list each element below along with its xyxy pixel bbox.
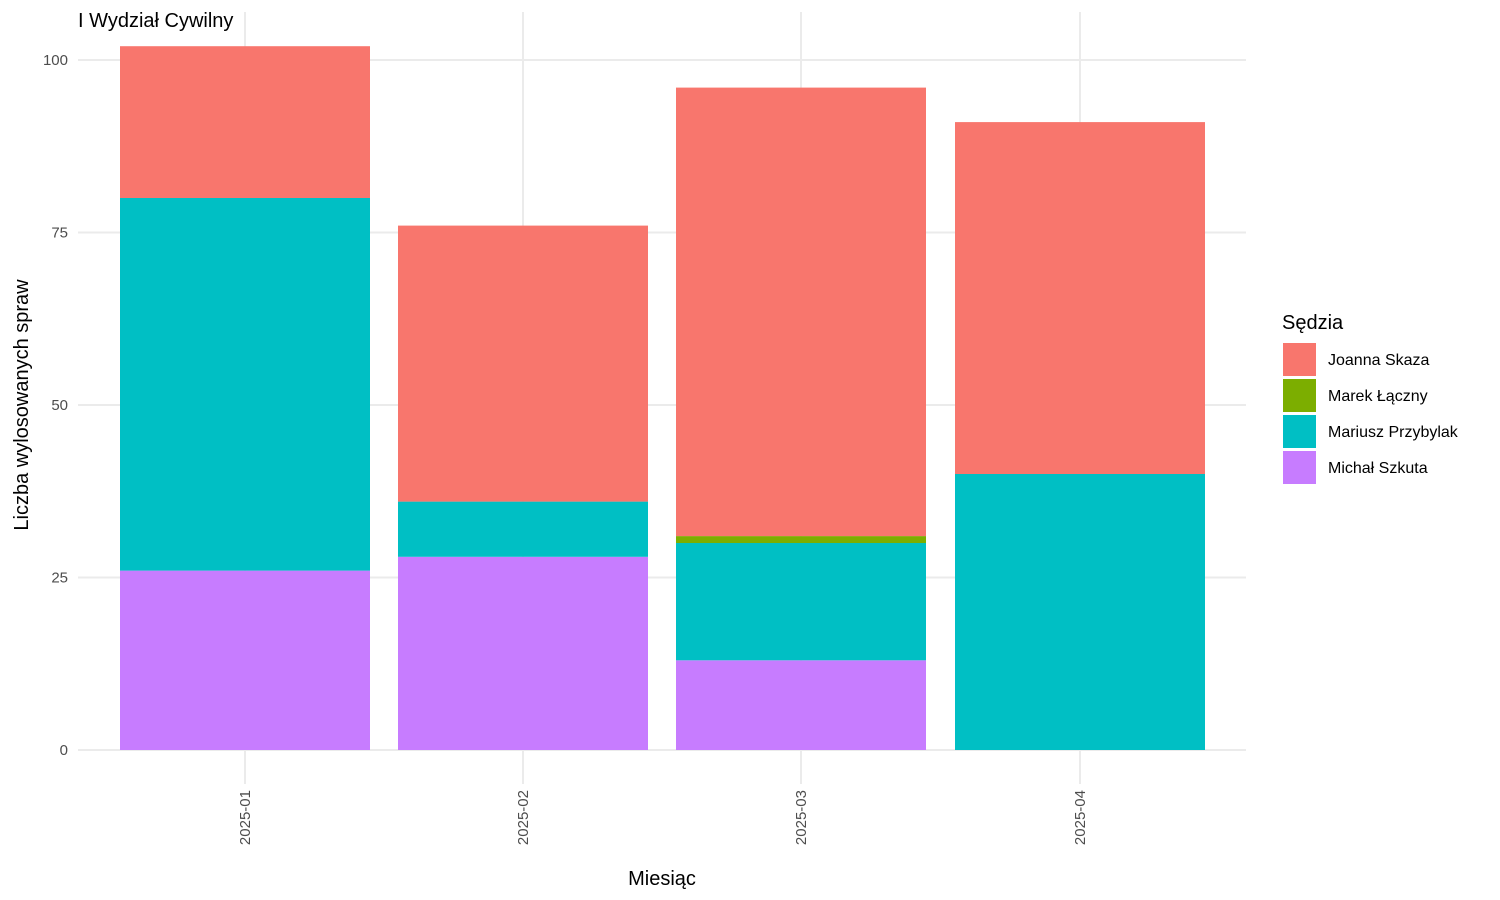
- x-axis-title: Miesiąc: [628, 868, 696, 890]
- y-tick-label-0: 0: [60, 742, 68, 759]
- legend: Sędzia Joanna Skaza Marek Łączny Mariusz P…: [1282, 312, 1459, 484]
- bar-2025-01-3: [120, 46, 370, 199]
- x-tick-label-0: 2025-01: [237, 790, 254, 845]
- bar-2025-01-1: [120, 198, 370, 571]
- bar-2025-03-0: [676, 660, 926, 750]
- y-tick-label-2: 50: [51, 397, 68, 414]
- legend-label-3: Michał Szkuta: [1328, 460, 1428, 477]
- legend-key-3: [1283, 451, 1316, 484]
- legend-key-1: [1283, 379, 1316, 412]
- legend-label-2: Mariusz Przybylak: [1328, 424, 1459, 441]
- legend-label-1: Marek Łączny: [1328, 388, 1428, 405]
- y-axis-ticks: 0 25 50 75 100: [43, 52, 68, 759]
- bar-2025-02-3: [398, 225, 648, 502]
- y-tick-label-1: 25: [51, 570, 68, 587]
- bars: [120, 46, 1205, 750]
- y-axis-title: Liczba wylosowanych spraw: [11, 279, 33, 531]
- bar-2025-04-1: [955, 474, 1205, 750]
- legend-title: Sędzia: [1282, 312, 1344, 334]
- bar-2025-03-2: [676, 536, 926, 543]
- bar-2025-03-3: [676, 87, 926, 537]
- bar-2025-02-0: [398, 556, 648, 750]
- bar-2025-02-1: [398, 501, 648, 557]
- y-tick-label-4: 100: [43, 52, 68, 69]
- legend-key-2: [1283, 415, 1316, 448]
- legend-label-0: Joanna Skaza: [1328, 352, 1430, 369]
- y-tick-label-3: 75: [51, 225, 68, 242]
- x-tick-label-2: 2025-03: [793, 790, 810, 845]
- x-tick-label-3: 2025-04: [1072, 790, 1089, 845]
- chart-title: I Wydział Cywilny: [78, 10, 233, 32]
- bar-2025-03-1: [676, 543, 926, 661]
- legend-key-0: [1283, 343, 1316, 376]
- bar-2025-01-0: [120, 570, 370, 750]
- x-axis-ticks: 2025-01 2025-02 2025-03 2025-04: [237, 790, 1089, 845]
- x-tick-label-1: 2025-02: [515, 790, 532, 845]
- bar-2025-04-3: [955, 122, 1205, 474]
